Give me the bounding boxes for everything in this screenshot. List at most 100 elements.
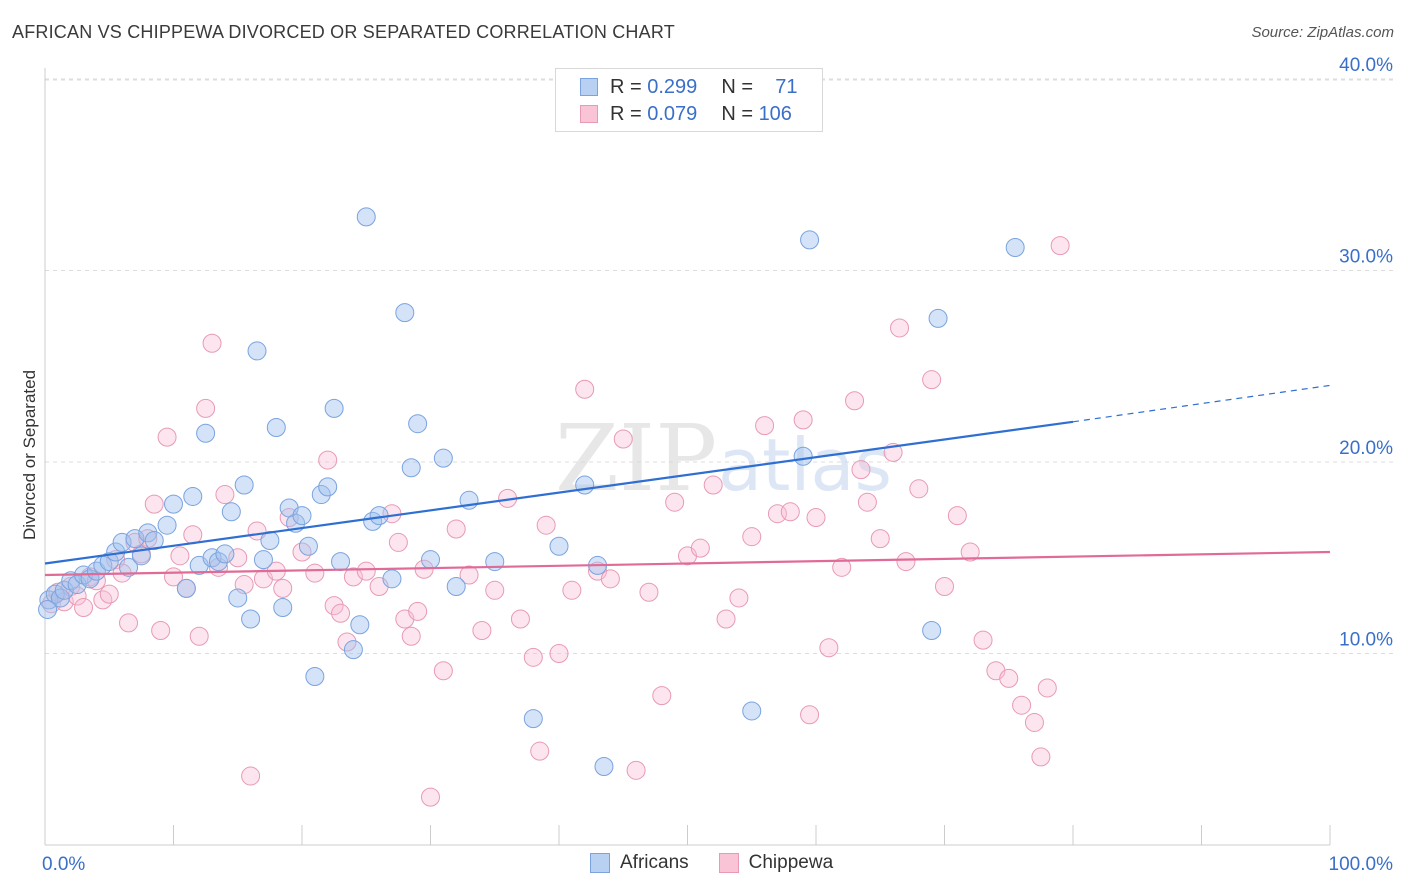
legend-row-chippewa: R = 0.079 N = 106: [580, 101, 792, 127]
africans-point: [234, 475, 254, 495]
legend-n-value: 106: [758, 102, 792, 125]
chippewa-point: [780, 502, 800, 522]
chippewa-point: [729, 588, 749, 608]
legend-r-label: R =: [610, 102, 642, 125]
africans-point: [208, 552, 228, 572]
bottom-legend-chippewa: Chippewa: [718, 852, 834, 874]
axes: [44, 68, 1331, 846]
legend: R = 0.299 N = 71 R = 0.079 N = 106: [555, 68, 823, 132]
chippewa-point: [305, 563, 325, 583]
legend-r-label: R =: [610, 75, 642, 98]
bottom-legend-label-africans: Africans: [620, 852, 689, 873]
africans-point: [356, 207, 376, 227]
africans-point: [324, 398, 344, 418]
africans-point: [215, 544, 235, 564]
africans-point: [221, 502, 241, 522]
africans-point: [112, 532, 132, 552]
tick-labels: 10.0% 20.0% 30.0% 40.0% 0.0% 100.0%: [42, 55, 1393, 875]
chippewa-point: [433, 661, 453, 681]
chippewa-point: [890, 318, 910, 338]
africans-point: [350, 615, 370, 635]
legend-n-label: N =: [721, 102, 753, 125]
chippewa-point: [806, 508, 826, 528]
chippewa-point: [228, 548, 248, 568]
chippewa-point: [575, 379, 595, 399]
chippewa-point: [324, 596, 344, 616]
africans-point: [523, 709, 543, 729]
chippewa-point: [909, 479, 929, 499]
africans-point: [298, 536, 318, 556]
africans-point: [928, 308, 948, 328]
africans-point: [311, 485, 331, 505]
africans-point: [793, 446, 813, 466]
chippewa-point: [742, 527, 762, 547]
x-tick-label-left: 0.0%: [42, 854, 85, 875]
chippewa-point: [1024, 712, 1044, 732]
chippewa-point: [318, 450, 338, 470]
chippewa-point: [408, 601, 428, 621]
chippewa-point: [999, 668, 1019, 688]
bottom-legend-label-chippewa: Chippewa: [748, 852, 834, 873]
chippewa-point: [851, 460, 871, 480]
chippewa-point: [202, 333, 222, 353]
chippewa-point: [600, 569, 620, 589]
chippewa-point: [639, 582, 659, 602]
y-tick-label: 10.0%: [1339, 630, 1393, 651]
chippewa-point: [845, 391, 865, 411]
chippewa-point: [793, 410, 813, 430]
chippewa-point: [716, 609, 736, 629]
africans-point: [273, 598, 293, 618]
africans-point: [408, 414, 428, 434]
chippewa-point: [343, 567, 363, 587]
chippewa-point: [356, 561, 376, 581]
watermark-zip: ZIP: [555, 405, 717, 512]
chippewa-point: [459, 565, 479, 585]
chippewa-point: [652, 686, 672, 706]
bottom-legend-africans: Africans: [590, 852, 689, 874]
legend-n-label: N =: [721, 75, 753, 98]
chippewa-point: [1012, 695, 1032, 715]
chippewa-trend-line: [44, 550, 1331, 577]
chippewa-point: [401, 626, 421, 646]
y-tick-label: 40.0%: [1339, 55, 1393, 76]
africans-point: [549, 536, 569, 556]
chippewa-point: [1050, 236, 1070, 256]
africans-point: [228, 588, 248, 608]
bottom-legend-swatch-africans: [590, 853, 610, 873]
chippewa-point: [626, 760, 646, 780]
legend-row-africans: R = 0.299 N = 71: [580, 74, 797, 100]
africans-point: [196, 423, 216, 443]
africans-point: [446, 576, 466, 596]
chippewa-point: [510, 609, 530, 629]
chippewa-point: [960, 542, 980, 562]
africans-point: [119, 557, 139, 577]
legend-swatch-chippewa: [580, 105, 598, 123]
chippewa-point: [832, 557, 852, 577]
africans-point: [343, 640, 363, 660]
chippewa-point: [973, 630, 993, 650]
chippewa-points: [41, 236, 1070, 807]
chippewa-point: [183, 525, 203, 545]
africans-point: [331, 552, 351, 572]
bottom-legend-swatch-chippewa: [718, 853, 739, 873]
africans-point: [164, 494, 183, 514]
chippewa-point: [157, 427, 177, 447]
chippewa-point: [144, 494, 164, 514]
africans-point: [138, 523, 158, 543]
africans-point: [433, 448, 453, 468]
chippewa-point: [665, 492, 685, 512]
chippewa-point: [1031, 747, 1051, 767]
africans-point: [305, 666, 325, 686]
gridlines: [45, 78, 1395, 654]
y-tick-label: 30.0%: [1339, 247, 1393, 268]
chippewa-point: [388, 532, 408, 552]
africans-point: [742, 701, 762, 721]
chippewa-point: [549, 644, 569, 663]
africans-point: [266, 418, 286, 438]
chippewa-point: [947, 506, 967, 526]
chippewa-point: [1037, 678, 1057, 698]
bottom-legend: Africans Chippewa: [590, 852, 863, 874]
chippewa-point: [800, 705, 820, 725]
africans-point: [575, 475, 595, 495]
